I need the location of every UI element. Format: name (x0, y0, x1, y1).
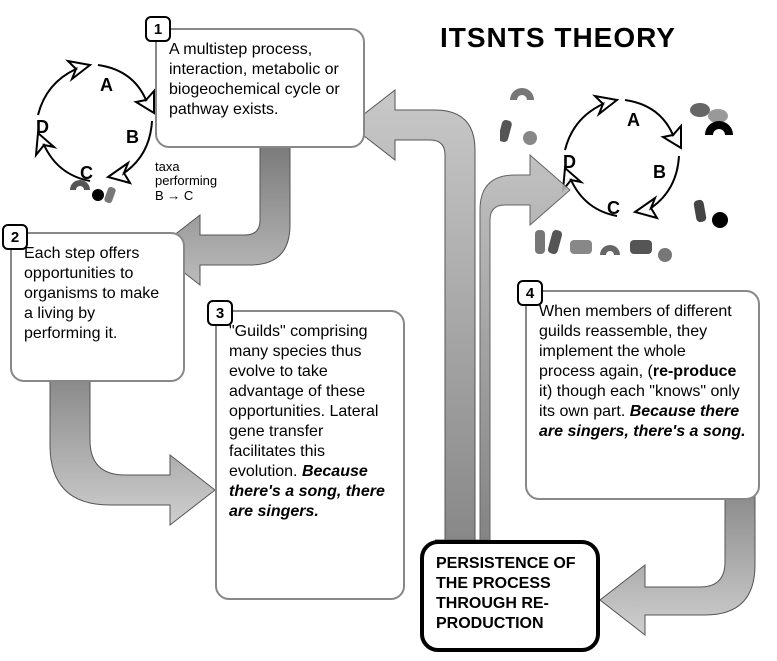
badge-2-num: 2 (11, 229, 19, 246)
box-1: A multistep process, interaction, metabo… (155, 28, 365, 148)
svg-text:B: B (653, 162, 666, 182)
box-persistence-text: PERSISTENCE OF THE PROCESS THROUGH RE-PR… (436, 555, 576, 632)
badge-1: 1 (145, 16, 171, 42)
badge-3-num: 3 (216, 305, 224, 322)
badge-4: 4 (517, 280, 543, 306)
box-2-text: Each step offers opportunities to organi… (24, 245, 159, 342)
badge-3: 3 (207, 300, 233, 326)
svg-text:C: C (607, 198, 620, 218)
box-2: Each step offers opportunities to organi… (10, 232, 185, 382)
arrow-2-to-3 (30, 380, 230, 535)
cycle-letter-a: A (100, 75, 113, 95)
box-3: "Guilds" comprising many species thus ev… (215, 310, 405, 600)
box-persistence: PERSISTENCE OF THE PROCESS THROUGH RE-PR… (420, 540, 600, 652)
box-3-text: "Guilds" comprising many species thus ev… (229, 323, 385, 520)
badge-2: 2 (2, 224, 28, 250)
svg-text:A: A (627, 110, 640, 130)
cycle-letter-d: D (36, 117, 49, 137)
cycle-letter-b: B (126, 127, 139, 147)
badge-4-num: 4 (526, 285, 534, 302)
cycle-letter-c: C (80, 163, 93, 183)
box-1-text: A multistep process, interaction, metabo… (169, 41, 340, 118)
diagram-title: ITSNTS THEORY (440, 22, 676, 54)
box-4-text: When members of different guilds reassem… (539, 303, 746, 440)
arrow-4-to-persist (585, 495, 775, 660)
badge-1-num: 1 (154, 21, 162, 38)
box-4: When members of different guilds reassem… (525, 290, 760, 500)
